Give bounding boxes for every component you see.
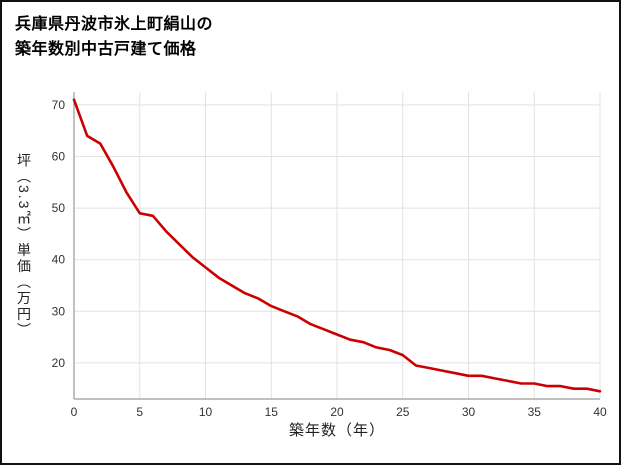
y-axis-label: 坪（3.3㎡）単価（万円） — [16, 152, 32, 339]
chart-title: 兵庫県丹波市氷上町絹山の 築年数別中古戸建て価格 — [15, 13, 213, 63]
chart-title-line2: 築年数別中古戸建て価格 — [15, 40, 197, 58]
x-tick-label: 40 — [593, 405, 607, 419]
x-axis-label: 築年数（年） — [288, 422, 385, 439]
x-tick-label: 35 — [528, 405, 542, 419]
x-tick-label: 10 — [199, 405, 213, 419]
y-tick-label: 50 — [52, 201, 66, 215]
x-tick-label: 25 — [396, 405, 410, 419]
chart-title-line1: 兵庫県丹波市氷上町絹山の — [15, 16, 214, 33]
x-tick-label: 20 — [330, 405, 344, 419]
price-line-series — [72, 98, 602, 393]
x-tick-label: 15 — [265, 405, 279, 419]
x-tick-label: 5 — [136, 405, 143, 419]
x-tick-label: 30 — [462, 405, 476, 419]
y-tick-label: 20 — [52, 356, 66, 370]
y-tick-label: 30 — [52, 304, 66, 318]
y-tick-label: 60 — [52, 149, 66, 163]
x-tick-label: 0 — [71, 405, 78, 419]
y-tick-label: 40 — [52, 253, 66, 267]
y-tick-label: 70 — [52, 98, 66, 112]
